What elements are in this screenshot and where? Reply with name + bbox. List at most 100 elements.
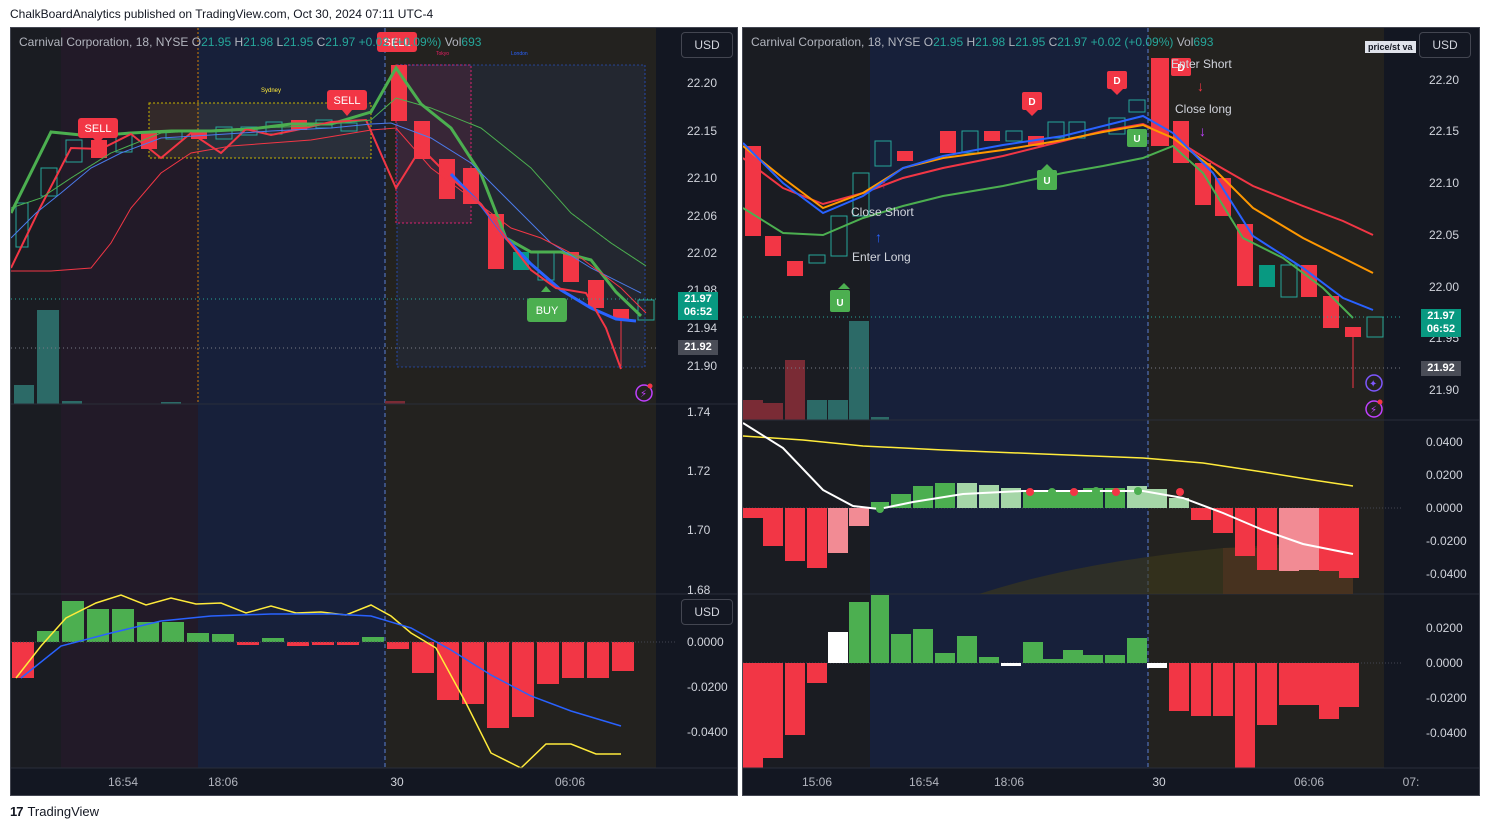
ohlc-open-label: O: [923, 35, 934, 49]
svg-text:16:54: 16:54: [909, 775, 939, 789]
svg-text:22.20: 22.20: [1429, 73, 1459, 87]
ohlc-open: 21.95: [201, 35, 232, 49]
indicator-button[interactable]: price/st va: [1365, 41, 1416, 53]
time-axis[interactable]: 15:06 16:54 18:06 30 06:06 07:: [802, 775, 1419, 789]
currency-button[interactable]: USD: [681, 32, 733, 58]
marker-u-3[interactable]: U: [1127, 129, 1147, 147]
svg-text:15:06: 15:06: [802, 775, 832, 789]
oscillator2-histogram: [743, 595, 1359, 768]
svg-text:18:06: 18:06: [994, 775, 1024, 789]
signal-sell-1[interactable]: SELL: [78, 118, 118, 144]
svg-text:1.72: 1.72: [687, 464, 711, 478]
oscillator-currency-button[interactable]: USD: [681, 599, 733, 625]
ohlc-low-label: L: [276, 35, 284, 49]
svg-text:0.0000: 0.0000: [1426, 501, 1463, 515]
oscillator1-yellow-line: [743, 435, 1354, 487]
close-short-arrow-icon: ↑: [881, 177, 887, 191]
svg-text:-0.0400: -0.0400: [1426, 726, 1467, 740]
svg-text:U: U: [1133, 134, 1140, 145]
symbol-legend[interactable]: Carnival Corporation, 18, NYSE O21.95 H2…: [19, 35, 481, 49]
svg-text:D: D: [1177, 63, 1184, 74]
tokyo-session-label: Tokyo: [436, 51, 449, 57]
oscillator1-dots: [876, 487, 1184, 513]
ma-green-thick: [11, 65, 643, 318]
left-chart-panel[interactable]: Sydney Tokyo London: [10, 27, 738, 796]
london-session-box: [396, 64, 646, 368]
svg-text:D: D: [1113, 76, 1120, 87]
svg-text:U: U: [836, 298, 843, 309]
marker-d-3[interactable]: D: [1171, 58, 1191, 76]
signal-buy[interactable]: BUY: [527, 286, 567, 322]
level-price-tag: 21.92: [678, 340, 718, 355]
svg-text:-0.0200: -0.0200: [1426, 534, 1467, 548]
ohlc-close: 21.97: [1057, 35, 1088, 49]
alert-lightning-icon[interactable]: ⚡: [1365, 399, 1383, 418]
symbol-name[interactable]: Carnival Corporation, 18, NYSE: [19, 35, 189, 49]
left-chart-canvas[interactable]: Sydney Tokyo London: [11, 28, 737, 795]
svg-text:1.74: 1.74: [687, 405, 711, 419]
svg-text:-0.0200: -0.0200: [1426, 691, 1467, 705]
ma-green-thin: [11, 97, 647, 267]
svg-text:22.15: 22.15: [1429, 124, 1459, 138]
ma-orange: [743, 123, 1374, 274]
price-axis[interactable]: 22.20 22.15 22.10 22.05 22.00 21.95 21.9…: [1429, 73, 1459, 397]
svg-text:SELL: SELL: [334, 95, 361, 107]
last-price-tag: 21.97 06:52: [1421, 309, 1461, 337]
last-price-value: 21.97: [1427, 310, 1455, 322]
svg-text:D: D: [1028, 97, 1035, 108]
right-chart-canvas[interactable]: U D D D U U Close Short ↑ ↑ Enter Lon: [743, 28, 1479, 795]
publisher-credit: ChalkBoardAnalytics published on Trading…: [10, 7, 434, 21]
signal-sell-2[interactable]: SELL: [327, 90, 367, 116]
svg-text:06:06: 06:06: [1294, 775, 1324, 789]
ohlc-open: 21.95: [933, 35, 964, 49]
target-icon[interactable]: ✦: [1365, 374, 1383, 392]
right-chart-panel[interactable]: U D D D U U Close Short ↑ ↑ Enter Lon: [742, 27, 1480, 796]
svg-text:07:: 07:: [1403, 775, 1420, 789]
svg-text:0.0000: 0.0000: [1426, 656, 1463, 670]
tradingview-logo[interactable]: 17 TradingView: [10, 804, 99, 819]
svg-text:-0.0400: -0.0400: [1426, 567, 1467, 581]
session-bg-pre: [743, 28, 870, 768]
ohlc-low: 21.95: [283, 35, 314, 49]
svg-text:SELL: SELL: [384, 37, 411, 49]
svg-text:30: 30: [390, 775, 404, 789]
oscillator1-axis[interactable]: 0.0400 0.0200 0.0000 -0.0200 -0.0400: [1426, 435, 1467, 581]
oscillator-blue-line: [20, 613, 622, 727]
volume-bars: [743, 321, 889, 420]
price-change: +0.02 (+0.09%): [358, 35, 442, 49]
svg-text:16:54: 16:54: [108, 775, 138, 789]
volume-bars: [14, 310, 405, 404]
bar-countdown: 06:52: [1426, 323, 1456, 335]
close-long-label: Close long: [1175, 102, 1232, 116]
volume-value: 693: [1193, 35, 1214, 49]
session-bg-sydney: [61, 28, 198, 768]
alert-lightning-icon[interactable]: ⚡: [635, 383, 653, 402]
marker-u-2[interactable]: U: [1037, 164, 1057, 190]
signal-sell-3[interactable]: SELL: [377, 32, 417, 52]
oscillator-axis[interactable]: 0.0000 -0.0200 -0.0400: [687, 635, 728, 739]
enter-short-arrow-icon: ↓: [1197, 78, 1204, 94]
time-axis[interactable]: 16:54 18:06 30 06:06: [108, 775, 585, 789]
ohlc-high: 21.98: [243, 35, 274, 49]
svg-text:-0.0400: -0.0400: [687, 725, 728, 739]
svg-text:U: U: [1043, 176, 1050, 187]
close-short-label: Close Short: [851, 205, 914, 219]
symbol-legend[interactable]: Carnival Corporation, 18, NYSE O21.95 H 2…: [751, 35, 1213, 49]
ohlc-high-label: H: [966, 35, 976, 49]
sydney-session-label: Sydney: [261, 88, 281, 94]
currency-button[interactable]: USD: [1419, 32, 1471, 58]
ohlc-close-label: C: [316, 35, 326, 49]
ma-red-thin: [11, 127, 647, 314]
secondary-axis[interactable]: 1.74 1.72 1.70 1.68: [687, 405, 711, 597]
marker-u-1[interactable]: U: [830, 283, 850, 312]
svg-text:22.00: 22.00: [1429, 280, 1459, 294]
marker-d-1[interactable]: D: [1022, 92, 1042, 116]
level-price-tag: 21.92: [1421, 361, 1461, 376]
enter-long-label: Enter Long: [852, 250, 911, 264]
symbol-name[interactable]: Carnival Corporation, 18, NYSE: [751, 35, 921, 49]
svg-text:0.0400: 0.0400: [1426, 435, 1463, 449]
price-axis[interactable]: 22.20 22.15 22.10 22.06 22.02 21.98 21.9…: [687, 76, 717, 373]
volume-label: Vol: [1176, 35, 1194, 49]
marker-d-2[interactable]: D: [1107, 71, 1127, 95]
oscillator2-axis[interactable]: 0.0200 0.0000 -0.0200 -0.0400: [1426, 621, 1467, 740]
